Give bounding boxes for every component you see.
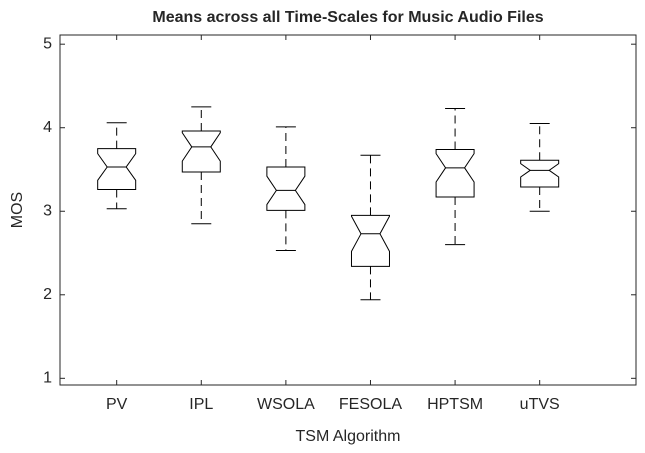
x-tick-label: IPL (189, 396, 213, 413)
x-tick-label: uTVS (520, 396, 560, 413)
y-tick-label: 5 (43, 35, 52, 52)
box (97, 148, 137, 191)
x-tick-label: FESOLA (339, 396, 402, 413)
x-tick-label: PV (106, 396, 128, 413)
box (350, 214, 390, 267)
y-axis-label: MOS (9, 192, 26, 228)
plot-frame (59, 34, 637, 386)
y-tick-label: 2 (43, 286, 52, 303)
x-axis-label: TSM Algorithm (296, 428, 401, 445)
y-tick-label: 1 (43, 370, 52, 387)
chart-title: Means across all Time-Scales for Music A… (152, 9, 543, 26)
box (520, 159, 560, 188)
box (435, 148, 475, 198)
x-tick-label: WSOLA (257, 396, 315, 413)
y-tick-label: 3 (43, 202, 52, 219)
box (266, 166, 306, 211)
y-tick-label: 4 (43, 119, 52, 136)
box (181, 130, 221, 173)
x-tick-label: HPTSM (427, 396, 483, 413)
